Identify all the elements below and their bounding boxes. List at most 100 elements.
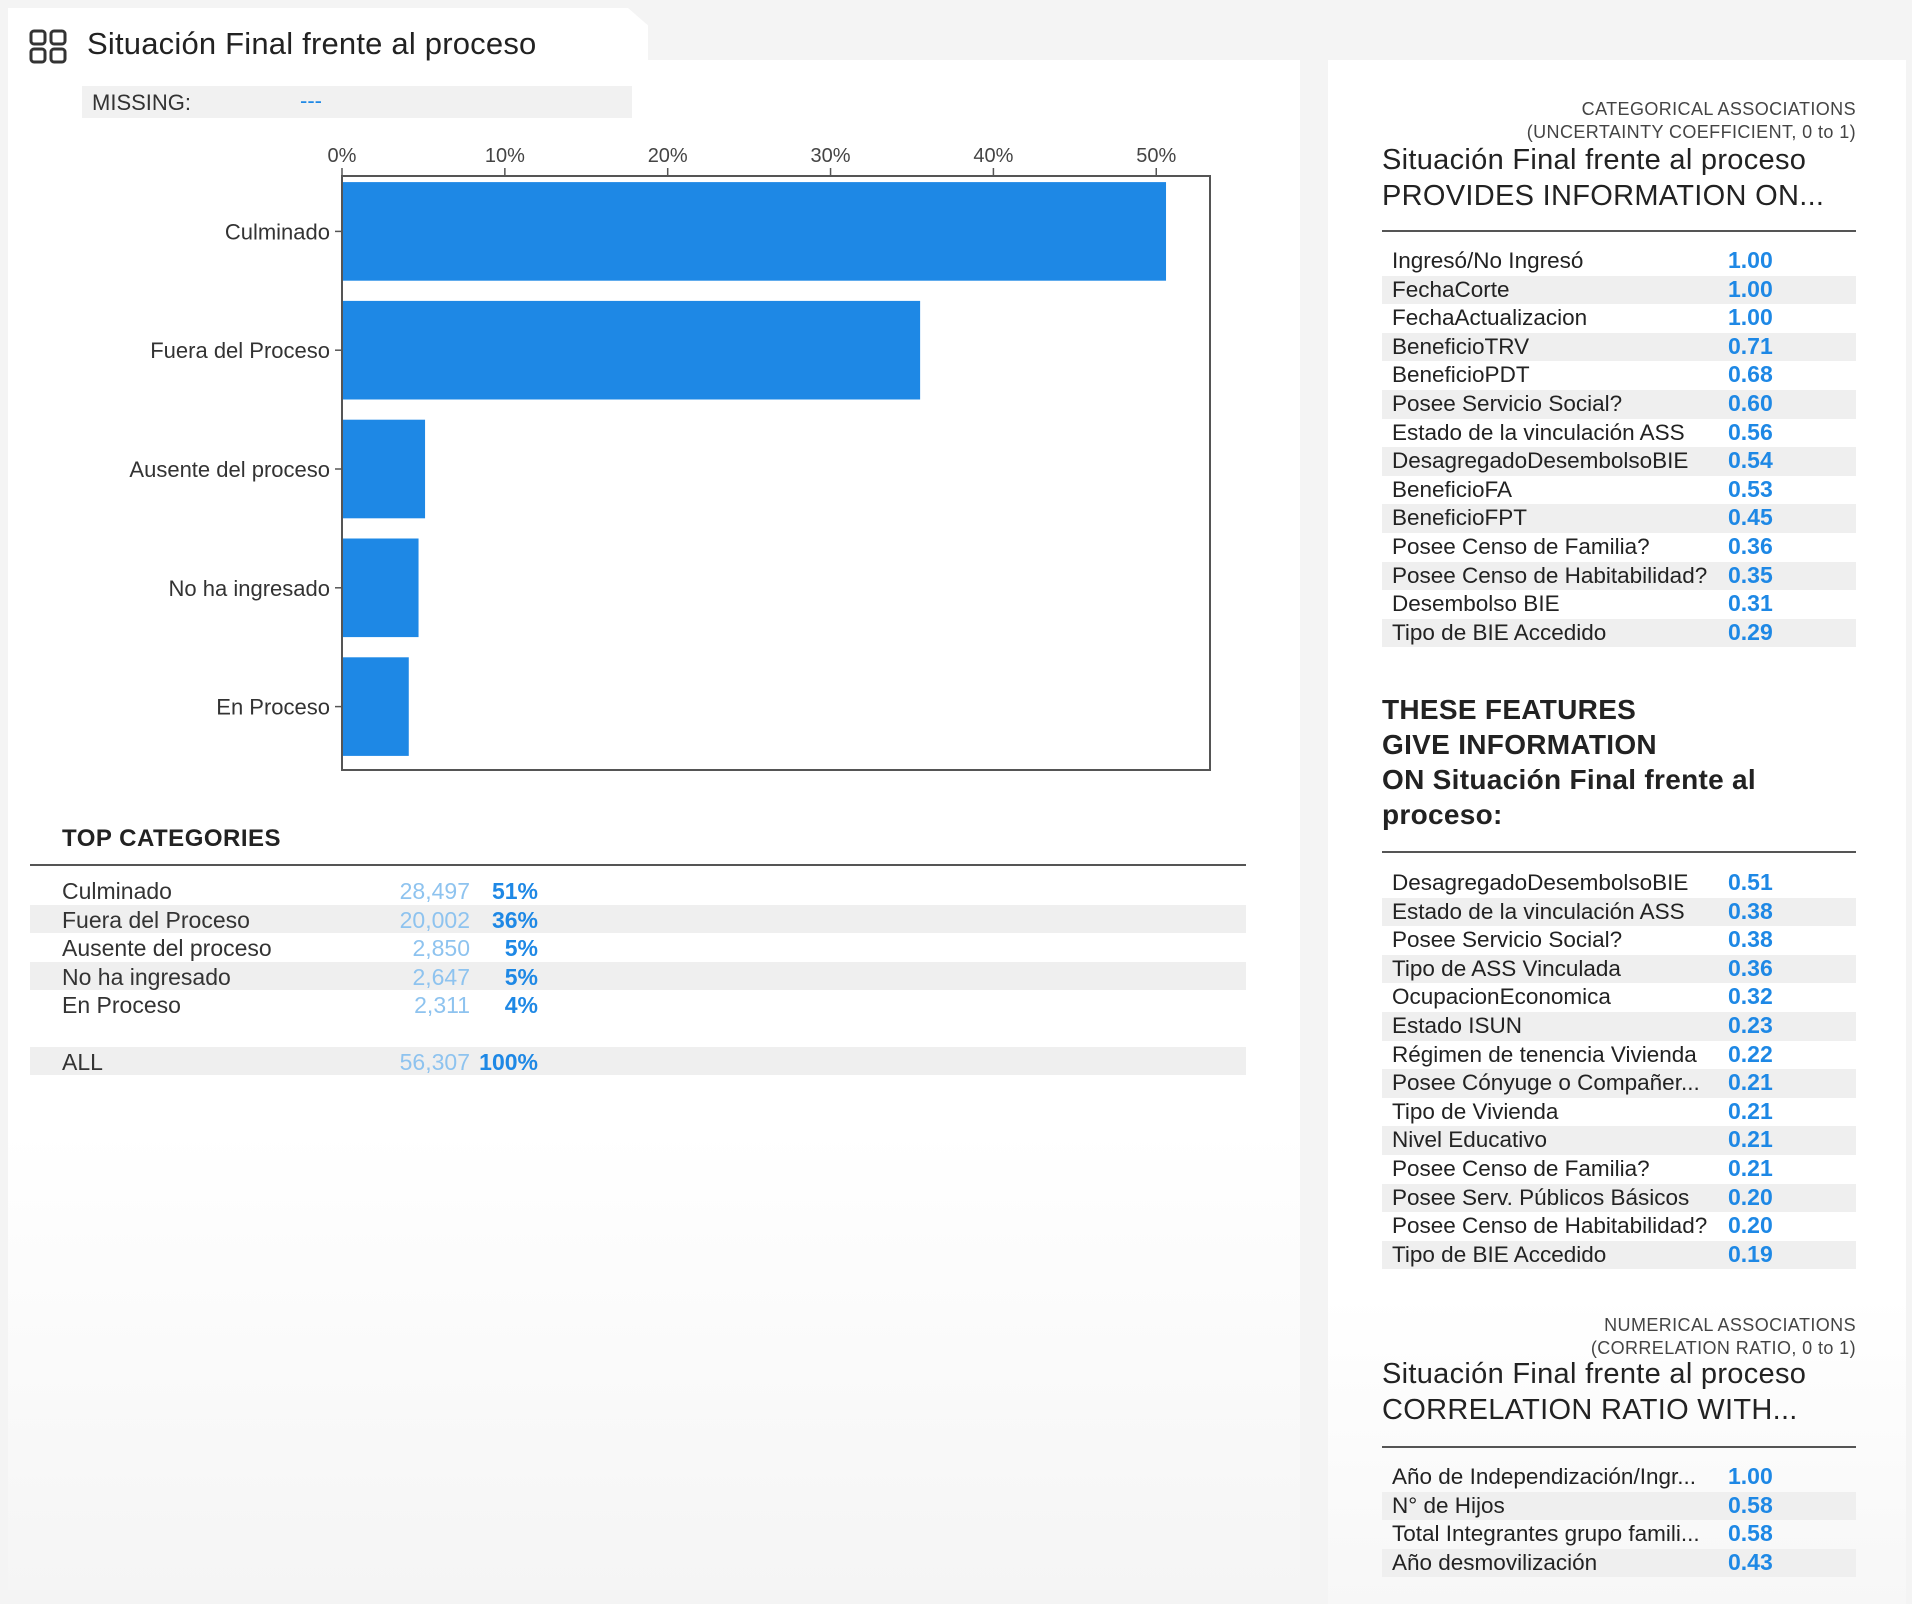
category-count: 56,307 <box>399 1048 470 1075</box>
feature-name[interactable]: Tipo de BIE Accedido <box>1392 1241 1607 1267</box>
feature-name[interactable]: Posee Censo de Habitabilidad? <box>1392 562 1708 588</box>
x-tick-label: 40% <box>973 145 1013 167</box>
feature-name[interactable]: Total Integrantes grupo famili... <box>1392 1521 1700 1547</box>
list-item: Ingresó/No Ingresó 1.00 <box>1382 247 1856 276</box>
feature-name[interactable]: OcupacionEconomica <box>1392 984 1611 1010</box>
bar <box>343 538 419 638</box>
category-percent: 4% <box>504 992 538 1018</box>
feature-name[interactable]: Posee Serv. Públicos Básicos <box>1392 1184 1690 1210</box>
list-item: FechaActualizacion 1.00 <box>1382 304 1856 333</box>
feature-name[interactable]: FechaActualizacion <box>1392 305 1588 331</box>
feature-name[interactable]: BeneficioFPT <box>1392 505 1528 531</box>
association-value: 0.58 <box>1728 1491 1773 1518</box>
list-item: Tipo de BIE Accedido 0.19 <box>1382 1240 1856 1270</box>
list-item: N° de Hijos 0.58 <box>1382 1491 1856 1521</box>
association-value: 0.20 <box>1728 1183 1773 1210</box>
feature-name[interactable]: BeneficioFA <box>1392 476 1513 502</box>
categorical-list: Ingresó/No Ingresó 1.00 FechaCorte 1.00 Fech… <box>1382 247 1856 648</box>
feature-name[interactable]: Nivel Educativo <box>1392 1127 1548 1153</box>
table-row: En Proceso 2,311 4% <box>30 990 1246 1019</box>
features-list: DesagregadoDesembolsoBIE 0.51 Estado de la… <box>1382 869 1856 1270</box>
feature-name[interactable]: BeneficioPDT <box>1392 362 1530 388</box>
feature-name[interactable]: Desembolso BIE <box>1392 591 1560 617</box>
list-item: Posee Cónyuge o Compañer... 0.21 <box>1382 1069 1856 1098</box>
feature-name[interactable]: Tipo de ASS Vinculada <box>1392 955 1621 981</box>
features-heading-3: ON Situación Final frente al <box>1382 764 1757 795</box>
bar <box>343 182 1167 281</box>
divider <box>1382 1446 1856 1448</box>
feature-name[interactable]: Año de Independización/Ingr... <box>1392 1464 1696 1489</box>
list-item: Posee Servicio Social? 0.38 <box>1382 926 1856 955</box>
association-value: 0.36 <box>1728 954 1773 981</box>
list-item: Desembolso BIE 0.31 <box>1382 590 1856 619</box>
association-value: 1.00 <box>1728 304 1773 331</box>
association-value: 0.21 <box>1728 1154 1773 1181</box>
list-item: Posee Servicio Social? 0.60 <box>1382 389 1856 419</box>
category-percent: 100% <box>479 1048 538 1075</box>
list-item: DesagregadoDesembolsoBIE 0.54 <box>1382 447 1856 476</box>
category-label: No ha ingresado <box>169 576 330 601</box>
feature-name[interactable]: Estado de la vinculación ASS <box>1392 419 1685 445</box>
association-value: 0.43 <box>1728 1548 1773 1575</box>
categorical-caption-sub: (UNCERTAINTY COEFFICIENT, 0 to 1) <box>1526 122 1856 142</box>
list-item: Estado ISUN 0.23 <box>1382 1011 1856 1041</box>
category-percent: 36% <box>491 906 538 933</box>
feature-name[interactable]: Posee Censo de Familia? <box>1392 1155 1650 1181</box>
feature-name[interactable]: DesagregadoDesembolsoBIE <box>1392 448 1689 474</box>
category-percent: 5% <box>504 935 538 961</box>
feature-name[interactable]: N° de Hijos <box>1392 1492 1505 1518</box>
feature-name[interactable]: Posee Censo de Familia? <box>1392 533 1650 559</box>
feature-name[interactable]: Tipo de Vivienda <box>1392 1098 1559 1124</box>
list-item: Año de Independización/Ingr... 1.00 <box>1382 1463 1856 1492</box>
association-value: 0.23 <box>1728 1011 1773 1038</box>
feature-name[interactable]: Tipo de BIE Accedido <box>1392 619 1607 645</box>
feature-name[interactable]: Año desmovilización <box>1392 1549 1598 1575</box>
association-value: 1.00 <box>1728 247 1773 273</box>
numerical-caption-sub: (CORRELATION RATIO, 0 to 1) <box>1590 1338 1856 1358</box>
category-count: 2,311 <box>414 992 470 1018</box>
association-value: 0.53 <box>1728 475 1773 502</box>
category-name: Ausente del proceso <box>62 935 272 961</box>
x-tick-label: 50% <box>1136 145 1176 167</box>
table-row: Ausente del proceso 2,850 5% <box>30 933 1246 962</box>
x-tick-label: 20% <box>648 145 688 167</box>
association-value: 0.32 <box>1728 983 1773 1010</box>
list-item: Año desmovilización 0.43 <box>1382 1548 1856 1578</box>
missing-label: MISSING: <box>92 90 192 115</box>
association-value: 0.60 <box>1728 389 1773 416</box>
grid-icon[interactable] <box>28 28 70 66</box>
missing-row: MISSING: --- <box>82 86 632 118</box>
category-name: Fuera del Proceso <box>62 906 250 933</box>
association-value: 0.29 <box>1728 618 1773 645</box>
table-row: Culminado 28,497 51% <box>30 876 1246 905</box>
bar <box>343 657 409 756</box>
feature-name[interactable]: Estado ISUN <box>1392 1012 1523 1038</box>
list-item: BeneficioFA 0.53 <box>1382 476 1856 505</box>
divider <box>1382 230 1856 232</box>
table-row: No ha ingresado 2,647 5% <box>30 961 1246 990</box>
feature-name[interactable]: Ingresó/No Ingresó <box>1392 248 1584 273</box>
feature-name[interactable]: DesagregadoDesembolsoBIE <box>1392 870 1689 895</box>
association-value: 0.56 <box>1728 418 1773 445</box>
feature-name[interactable]: Posee Cónyuge o Compañer... <box>1392 1070 1700 1096</box>
numerical-heading: Situación Final frente al proceso <box>1382 1358 1807 1390</box>
feature-name[interactable]: Posee Censo de Habitabilidad? <box>1392 1213 1708 1239</box>
right-panel: CATEGORICAL ASSOCIATIONS (UNCERTAINTY CO… <box>1328 60 1906 1604</box>
feature-name[interactable]: FechaCorte <box>1392 276 1510 302</box>
table-row: Fuera del Proceso 20,002 36% <box>30 904 1246 933</box>
association-value: 0.51 <box>1728 869 1773 895</box>
categorical-caption: CATEGORICAL ASSOCIATIONS <box>1581 99 1856 119</box>
feature-name[interactable]: Estado de la vinculación ASS <box>1392 898 1685 924</box>
list-item: Régimen de tenencia Vivienda 0.22 <box>1382 1041 1856 1070</box>
feature-name[interactable]: Posee Servicio Social? <box>1392 927 1623 953</box>
category-label: Ausente del proceso <box>129 457 330 482</box>
category-name: Culminado <box>62 878 172 904</box>
category-count: 2,647 <box>412 963 470 990</box>
list-item: Nivel Educativo 0.21 <box>1382 1126 1856 1155</box>
feature-name[interactable]: Posee Servicio Social? <box>1392 390 1623 416</box>
list-item: Posee Censo de Habitabilidad? 0.35 <box>1382 561 1856 591</box>
feature-name[interactable]: BeneficioTRV <box>1392 333 1530 359</box>
association-value: 0.38 <box>1728 897 1773 924</box>
list-item: BeneficioFPT 0.45 <box>1382 504 1856 533</box>
feature-name[interactable]: Régimen de tenencia Vivienda <box>1392 1041 1697 1067</box>
